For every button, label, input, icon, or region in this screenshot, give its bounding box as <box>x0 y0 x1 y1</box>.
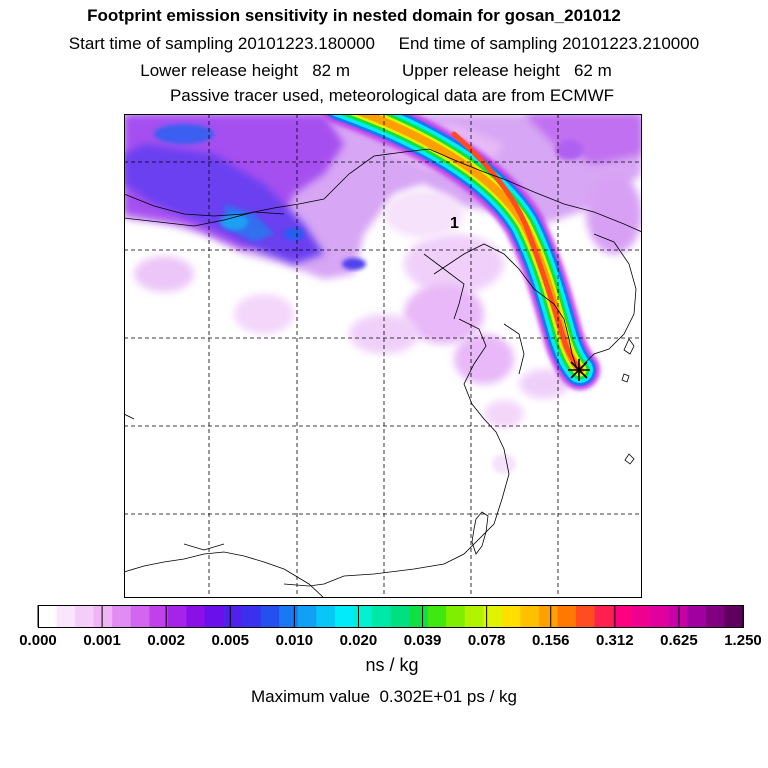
colorbar-swatch <box>576 605 596 627</box>
colorbar-swatch <box>93 605 113 627</box>
colorbar-swatch <box>56 605 76 627</box>
colorbar-swatch <box>613 605 633 627</box>
colorbar-label: 0.625 <box>660 632 698 649</box>
colorbar-label: 1.250 <box>724 632 762 649</box>
colorbar-swatch <box>594 605 614 627</box>
colorbar-swatch <box>538 605 559 627</box>
colorbar-swatch <box>631 605 651 627</box>
colorbar-swatch <box>149 605 169 627</box>
footprint-map: 1 <box>124 114 642 598</box>
colorbar-label: 0.001 <box>83 632 121 649</box>
colorbar-label: 0.005 <box>211 632 249 649</box>
colorbar-swatch <box>371 605 392 627</box>
colorbar-swatch <box>186 605 206 627</box>
tracer-info-line: Passive tracer used, meteorological data… <box>169 86 615 105</box>
colorbar-swatch <box>297 605 317 627</box>
colorbar-swatch <box>724 605 744 627</box>
colorbar-label: 0.312 <box>596 632 634 649</box>
colorbar-swatch <box>705 605 726 627</box>
colorbar-label: 0.078 <box>468 632 506 649</box>
colorbar-swatch <box>223 605 243 627</box>
colorbar-swatch <box>427 605 447 627</box>
colorbar-swatch <box>557 605 577 627</box>
colorbar-label: 0.000 <box>19 632 57 649</box>
colorbar-labels: 0.000 0.001 0.002 0.005 0.010 0.020 0.039 0.078… <box>19 632 762 649</box>
colorbar-unit: ns / kg <box>365 655 419 675</box>
colorbar-swatch <box>650 605 670 627</box>
colorbar-swatch <box>687 605 707 627</box>
colorbar-dividers <box>37 605 744 627</box>
colorbar-label: 0.010 <box>276 632 314 649</box>
colorbar-swatch <box>260 605 280 627</box>
colorbar-swatches <box>38 605 744 627</box>
colorbar-swatch <box>75 605 95 627</box>
colorbar-swatch <box>483 605 503 627</box>
colorbar-swatch <box>409 605 429 627</box>
release-point-label: 1 <box>450 215 459 232</box>
colorbar-swatch <box>38 605 58 627</box>
colorbar-swatch <box>501 605 521 627</box>
colorbar: 0.000 0.001 0.002 0.005 0.010 0.020 0.039 0.078… <box>19 605 762 649</box>
map-title: Footprint emission sensitivity in nested… <box>87 6 621 25</box>
colorbar-swatch <box>242 605 262 627</box>
colorbar-swatch <box>316 605 336 627</box>
colorbar-swatch <box>520 605 540 627</box>
colorbar-swatch <box>668 605 688 627</box>
colorbar-swatch <box>130 605 150 627</box>
colorbar-swatch <box>279 605 299 627</box>
sensitivity-field <box>124 114 642 474</box>
colorbar-label: 0.156 <box>532 632 570 649</box>
colorbar-label: 0.002 <box>147 632 185 649</box>
colorbar-swatch <box>390 605 410 627</box>
release-height-line: Lower release height 82 m Upper release … <box>140 61 612 80</box>
emission-plume <box>321 114 600 390</box>
colorbar-swatch <box>167 605 188 627</box>
colorbar-swatch <box>446 605 466 627</box>
colorbar-label: 0.039 <box>404 632 442 649</box>
colorbar-label: 0.020 <box>340 632 378 649</box>
colorbar-swatch <box>112 605 132 627</box>
coastlines <box>124 148 642 598</box>
receptor-star-icon <box>568 359 590 381</box>
colorbar-swatch <box>334 605 354 627</box>
colorbar-swatch <box>464 605 484 627</box>
sampling-time-line: Start time of sampling 20101223.180000 E… <box>68 34 700 53</box>
lat-lon-grid <box>124 114 642 598</box>
maximum-value: Maximum value 0.302E+01 ps / kg <box>251 687 517 706</box>
colorbar-swatch <box>353 605 373 627</box>
colorbar-swatch <box>204 605 225 627</box>
